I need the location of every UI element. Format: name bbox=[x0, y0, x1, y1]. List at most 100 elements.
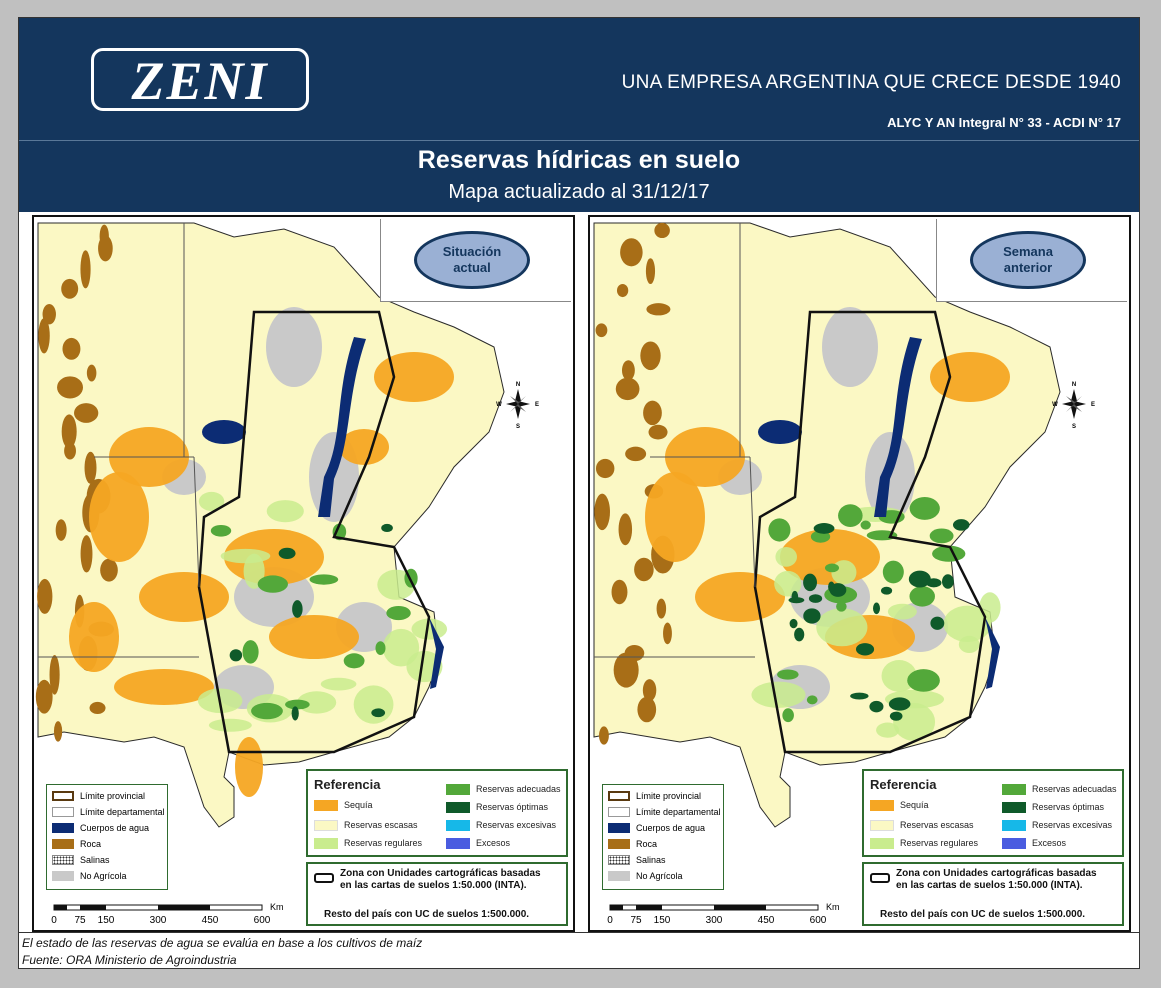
badge-line-2: anterior bbox=[1003, 260, 1053, 275]
rock-patch bbox=[594, 493, 610, 531]
optimas-patch bbox=[888, 697, 911, 711]
zone-line-2: en las cartas de suelos 1:50.000 (INTA). bbox=[340, 880, 527, 891]
zone-line-3: Resto del país con UC de suelos 1:500.00… bbox=[880, 909, 1086, 920]
regulares-patch bbox=[297, 691, 337, 714]
rock-patch bbox=[37, 578, 53, 614]
sequia-swatch bbox=[870, 799, 894, 811]
rock-patch bbox=[634, 557, 654, 582]
no-agricola-patch bbox=[822, 307, 878, 387]
regulares-patch bbox=[320, 677, 357, 691]
salinas-swatch bbox=[52, 855, 74, 865]
regulares-patch bbox=[816, 608, 868, 647]
sequia-swatch bbox=[314, 799, 338, 811]
legend-label: Reservas adecuadas bbox=[476, 784, 561, 794]
sequia-patch bbox=[139, 572, 229, 622]
legend-small-label: Cuerpos de agua bbox=[80, 823, 150, 833]
scale-unit: Km bbox=[826, 902, 840, 912]
header-divider bbox=[19, 140, 1139, 141]
regulares-patch bbox=[411, 618, 448, 640]
provincial-swatch bbox=[52, 791, 74, 801]
adecuadas-patch bbox=[285, 699, 310, 710]
adecuadas-patch bbox=[251, 702, 283, 720]
rock-patch bbox=[61, 414, 77, 449]
rock-patch bbox=[55, 519, 67, 541]
regulares-patch bbox=[266, 500, 304, 523]
sequia-patch bbox=[695, 572, 785, 622]
regulares-patch bbox=[881, 659, 917, 692]
adecuadas-patch bbox=[309, 574, 339, 585]
regulares-patch bbox=[774, 570, 802, 597]
legend-small-label: Límite provincial bbox=[636, 791, 702, 801]
header-banner: ZENI UNA EMPRESA ARGENTINA QUE CRECE DES… bbox=[19, 18, 1139, 212]
scale-tick: 300 bbox=[706, 915, 723, 926]
rock-patch bbox=[645, 258, 656, 285]
rock-patch bbox=[57, 376, 84, 399]
adecuadas-patch bbox=[242, 640, 259, 664]
legend-label: Reservas óptimas bbox=[1032, 802, 1105, 812]
rock-patch bbox=[663, 622, 672, 645]
regulares-patch bbox=[220, 548, 271, 564]
legend-label: Excesos bbox=[1032, 838, 1067, 848]
legend-small-label: No Agrícola bbox=[636, 871, 683, 881]
badge-box: Semana anterior bbox=[936, 219, 1127, 302]
optimas-swatch bbox=[446, 801, 470, 813]
adecuadas-patch bbox=[882, 560, 904, 584]
scale-tick: 0 bbox=[51, 915, 57, 926]
optimas-patch bbox=[908, 570, 931, 588]
optimas-swatch bbox=[1002, 801, 1026, 813]
sequia-patch bbox=[235, 737, 263, 797]
adecuadas-patch bbox=[806, 695, 818, 705]
compass-w: W bbox=[496, 402, 502, 408]
excesos-swatch bbox=[446, 837, 470, 849]
optimas-patch bbox=[371, 708, 386, 718]
rock-patch bbox=[595, 323, 608, 338]
rock-patch bbox=[621, 360, 635, 381]
legend-label: Reservas escasas bbox=[900, 820, 974, 830]
optimas-patch bbox=[873, 602, 881, 615]
optimas-patch bbox=[794, 627, 805, 642]
optimas-patch bbox=[942, 574, 954, 589]
escasas-swatch bbox=[314, 819, 338, 831]
rock-patch bbox=[654, 222, 670, 239]
footer-source: Fuente: ORA Ministerio de Agroindustria bbox=[22, 953, 237, 967]
adecuadas-patch bbox=[838, 504, 863, 528]
badge-box: Situación actual bbox=[380, 219, 571, 302]
sequia-patch bbox=[339, 429, 389, 465]
sequia-patch bbox=[930, 352, 1010, 402]
footer-note: El estado de las reservas de agua se eva… bbox=[22, 936, 423, 950]
rock-patch bbox=[598, 726, 609, 745]
rock-patch bbox=[61, 278, 79, 299]
scale-tick: 75 bbox=[74, 915, 86, 926]
adecuadas-swatch bbox=[446, 783, 470, 795]
logo-text: ZENI bbox=[131, 51, 269, 111]
regulares-patch bbox=[198, 491, 225, 511]
adecuadas-patch bbox=[824, 563, 840, 573]
regulares-patch bbox=[353, 685, 394, 724]
rock-patch bbox=[637, 696, 657, 723]
scale-tick: 600 bbox=[810, 915, 827, 926]
coast-water bbox=[429, 617, 444, 689]
rock-patch bbox=[38, 318, 50, 354]
scale-tick: 0 bbox=[607, 915, 613, 926]
rock-patch bbox=[35, 679, 53, 714]
no-agricola-patch bbox=[266, 307, 322, 387]
map-panel-previous: Semana anterior N S E W Límite provincial… bbox=[588, 215, 1131, 932]
legend-reference: Referencia Sequía Reservas escasas Reser… bbox=[306, 769, 568, 857]
regulares-patch bbox=[887, 603, 917, 620]
legend-small-label: Límite departamental bbox=[636, 807, 721, 817]
rock-patch bbox=[80, 250, 91, 289]
footer-divider bbox=[19, 932, 1139, 933]
legend-label: Reservas regulares bbox=[900, 838, 979, 848]
regulares-swatch bbox=[870, 837, 894, 849]
zone-line-3: Resto del país con UC de suelos 1:500.00… bbox=[324, 909, 530, 920]
optimas-patch bbox=[880, 586, 893, 595]
coast-water bbox=[985, 617, 1000, 689]
province-line bbox=[38, 223, 200, 658]
optimas-patch bbox=[788, 597, 805, 604]
rock-patch bbox=[595, 458, 615, 479]
scale-tick: 150 bbox=[654, 915, 671, 926]
legend-title: Referencia bbox=[314, 777, 381, 792]
scale-tick: 450 bbox=[758, 915, 775, 926]
scale-tick: 450 bbox=[202, 915, 219, 926]
no-agricola-swatch bbox=[52, 871, 74, 881]
